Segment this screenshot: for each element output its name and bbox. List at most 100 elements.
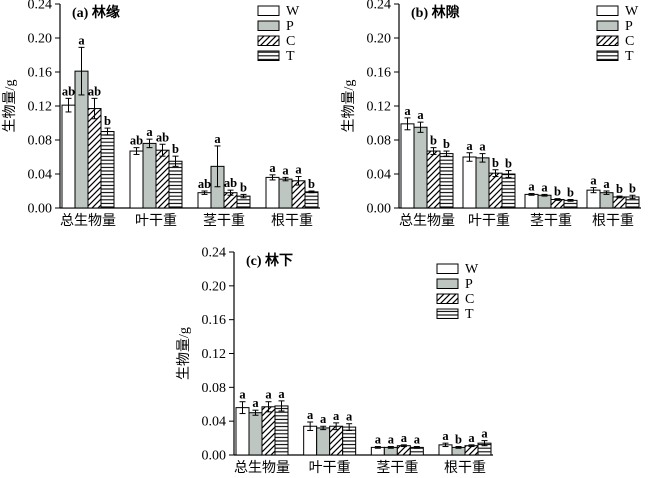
bar-c-T-1 <box>342 426 357 456</box>
bar-c-P-0 <box>248 412 263 456</box>
sig-letter: b <box>455 433 462 447</box>
sig-letter: a <box>603 177 610 191</box>
y-tick-label: 0.00 <box>202 449 227 464</box>
sig-letter: a <box>282 163 289 177</box>
bar-a-T-3 <box>304 191 319 209</box>
y-tick-label: 0.16 <box>202 313 227 328</box>
sig-letter: a <box>401 431 408 445</box>
legend-label-T: T <box>625 49 634 64</box>
x-tick-label: 总生物量 <box>234 460 290 476</box>
sig-letter: a <box>320 412 327 426</box>
legend-swatch-W <box>257 5 280 16</box>
y-tick-label: 0.12 <box>28 100 53 115</box>
sig-letter: a <box>468 431 475 445</box>
legend-label-C: C <box>465 292 474 307</box>
sig-letter: b <box>443 137 450 151</box>
x-tick-label: 总生物量 <box>399 213 455 229</box>
sig-letter: b <box>492 156 499 170</box>
bar-b-C-0 <box>426 150 441 209</box>
sig-letter: ab <box>130 134 143 148</box>
sig-letter: a <box>388 433 395 447</box>
legend-swatch-T <box>596 50 619 61</box>
bar-c-C-0 <box>261 406 276 456</box>
legend-swatch-T <box>436 308 459 319</box>
bar-a-W-0 <box>61 104 76 209</box>
bar-a-W-2 <box>197 192 212 209</box>
sig-letter: a <box>265 388 272 402</box>
sig-letter: a <box>481 427 488 441</box>
bar-a-P-3 <box>278 178 293 209</box>
legend-swatch-W <box>596 5 619 16</box>
sig-letter: b <box>240 180 247 194</box>
x-tick-label: 茎干重 <box>203 213 245 229</box>
legend-label-C: C <box>286 34 295 49</box>
legend-label-T: T <box>286 49 295 64</box>
panels-root: 0.00 0.04 0.08 0.12 0.16 0.20 0.24 生物量/g (a) 林缘 a… <box>2 0 641 476</box>
y-tick-label: 0.16 <box>367 66 392 81</box>
bar-b-T-0 <box>439 153 454 209</box>
bar-b-T-1 <box>501 173 516 209</box>
x-tick-label: 根干重 <box>271 213 313 229</box>
sig-letter: a <box>479 140 486 154</box>
y-tick-label: 0.20 <box>202 279 227 294</box>
bar-b-P-1 <box>475 157 490 209</box>
sig-letter: a <box>404 104 411 118</box>
sig-letter: a <box>333 409 340 423</box>
bar-a-P-1 <box>142 142 157 209</box>
sig-letter: a <box>307 408 314 422</box>
sig-letter: a <box>278 387 285 401</box>
panel-a: 0.00 0.04 0.08 0.12 0.16 0.20 0.24 生物量/g (a) 林缘 a… <box>2 0 320 229</box>
sig-letter: a <box>417 108 424 122</box>
sig-letter: a <box>414 433 421 447</box>
y-tick-label: 0.12 <box>367 100 392 115</box>
bar-c-C-2 <box>396 445 411 456</box>
sig-letter: a <box>442 429 449 443</box>
y-tick-label: 0.04 <box>202 415 227 430</box>
sig-letter: a <box>375 433 382 447</box>
bar-b-C-1 <box>488 172 503 209</box>
panel-title: (a) 林缘 <box>72 4 120 21</box>
bar-b-C-3 <box>612 196 627 209</box>
sig-letter: a <box>252 396 259 410</box>
y-tick-label: 0.20 <box>28 32 53 47</box>
sig-letter: a <box>528 180 535 194</box>
legend-label-W: W <box>625 4 639 19</box>
bar-c-T-0 <box>274 405 289 456</box>
panel-b: 0.00 0.04 0.08 0.12 0.16 0.20 0.24 生物量/g (b) 林隙 a… <box>341 0 641 229</box>
bar-a-T-0 <box>100 131 115 209</box>
sig-letter: b <box>104 114 111 128</box>
sig-letter: a <box>590 174 597 188</box>
sig-letter: ab <box>156 130 169 144</box>
y-tick-label: 0.04 <box>28 168 53 183</box>
legend-swatch-T <box>257 50 280 61</box>
y-axis-title: 生物量/g <box>176 327 192 380</box>
bar-b-P-0 <box>413 126 428 209</box>
sig-letter: b <box>430 134 437 148</box>
y-axis-title: 生物量/g <box>341 80 357 133</box>
sig-letter: a <box>269 161 276 175</box>
legend-swatch-P <box>596 20 619 31</box>
x-tick-label: 总生物量 <box>60 213 116 229</box>
panel-title: (c) 林下 <box>246 252 293 269</box>
y-tick-label: 0.00 <box>28 202 53 217</box>
sig-letter: b <box>616 182 623 196</box>
bar-c-W-0 <box>235 407 250 456</box>
legend-swatch-P <box>436 278 459 289</box>
y-tick-label: 0.24 <box>28 0 53 13</box>
y-tick-label: 0.24 <box>367 0 392 13</box>
sig-letter: a <box>346 410 353 424</box>
y-tick-label: 0.20 <box>367 32 392 47</box>
legend-label-P: P <box>625 19 633 34</box>
y-tick-label: 0.04 <box>367 168 392 183</box>
y-tick-label: 0.08 <box>367 134 392 149</box>
legend-swatch-C <box>436 293 459 304</box>
bar-a-W-3 <box>265 176 280 209</box>
sig-letter: ab <box>88 84 101 98</box>
bar-b-W-2 <box>524 193 539 209</box>
x-tick-label: 叶干重 <box>468 213 510 229</box>
y-tick-label: 0.16 <box>28 66 53 81</box>
legend-swatch-C <box>596 35 619 46</box>
sig-letter: b <box>505 157 512 171</box>
